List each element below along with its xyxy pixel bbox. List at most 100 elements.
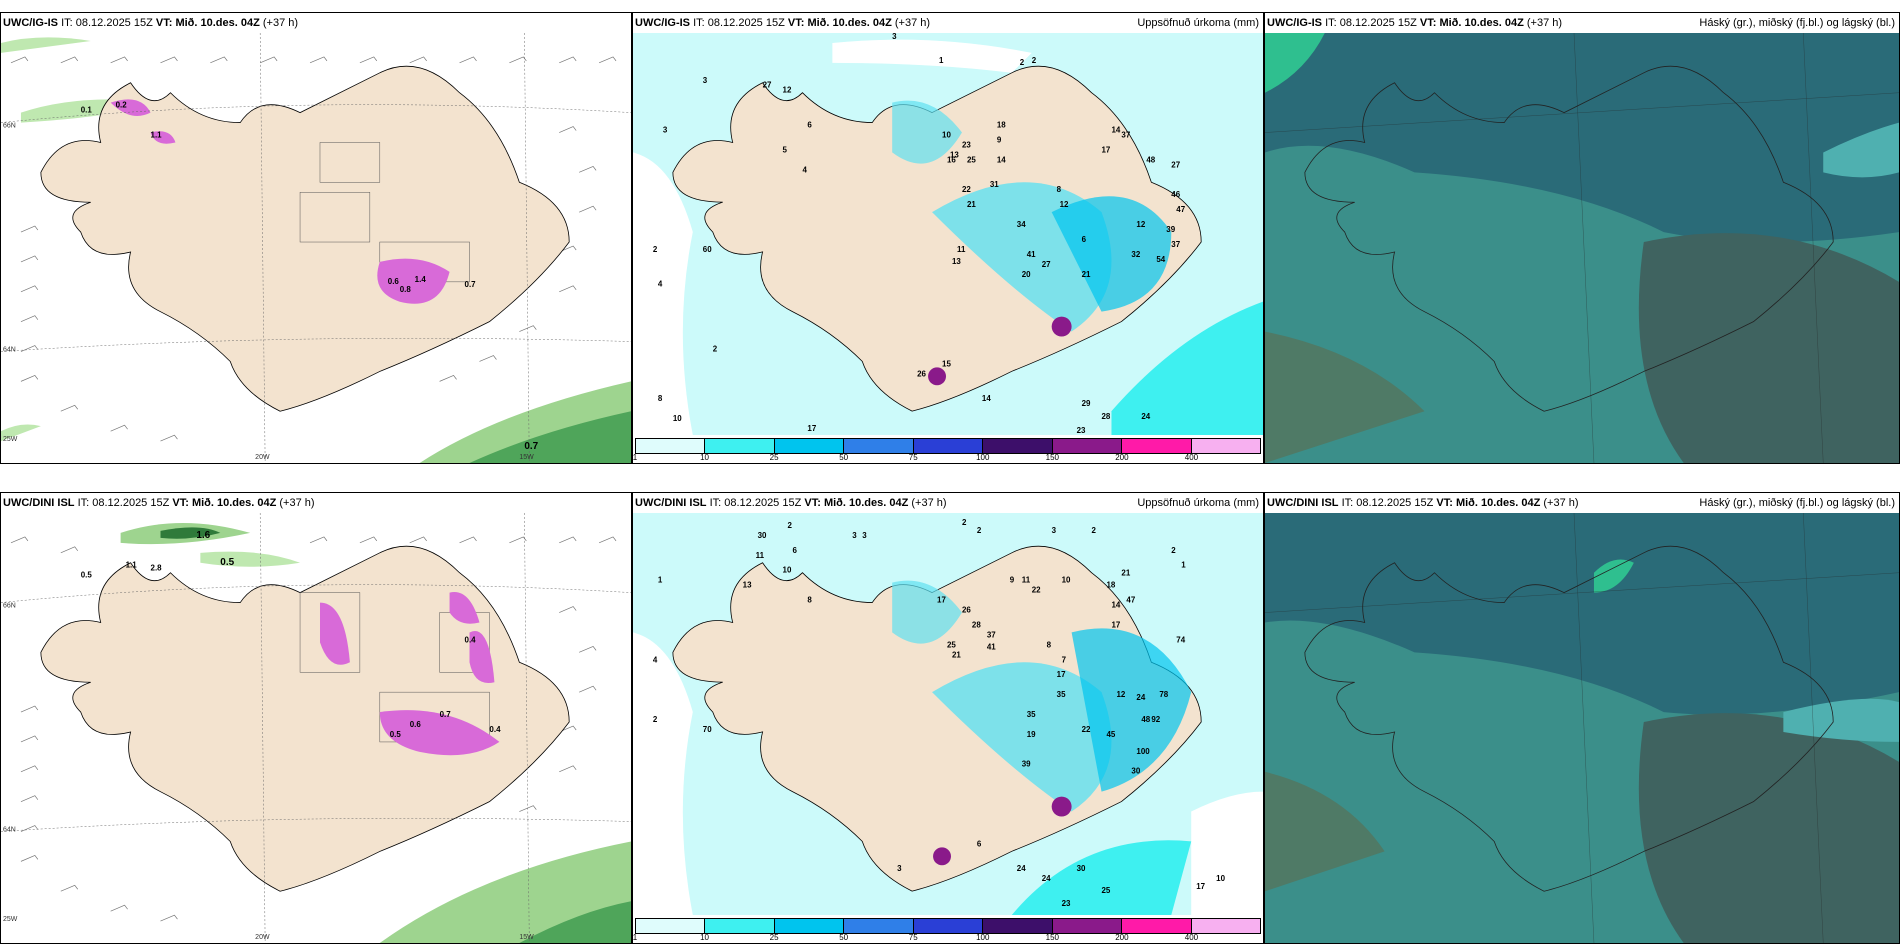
svg-text:23: 23 [1077,426,1086,435]
lat-label: 64N [3,827,16,834]
svg-text:46: 46 [1171,190,1180,199]
vt-label: VT: Mið. 10.des. 04Z [1436,497,1541,509]
lead-time: (+37 h) [894,17,931,29]
precip-labels: 2 3 3 2 2 3 2 2 1 30 10 11 6 8 13 17 26 … [653,518,1226,908]
svg-text:1: 1 [658,576,663,585]
svg-text:26: 26 [917,369,926,378]
svg-text:17: 17 [1102,145,1111,154]
it-value: 08.12.2025 15Z [75,17,153,29]
wind-value: 1.4 [415,275,427,284]
svg-text:3: 3 [663,126,668,135]
svg-text:60: 60 [703,245,712,254]
map-area[interactable] [1265,33,1899,463]
colorbar-ticks: 1 10 25 50 75 100 150 200 400 [633,933,1261,943]
svg-text:9: 9 [1010,576,1015,585]
model-name: UWC/DINI ISL [1267,497,1339,509]
svg-text:13: 13 [950,150,959,159]
wind-value: 0.7 [440,710,452,719]
cloud-map [1265,513,1899,943]
wind-value: 0.1 [81,106,93,115]
it-value: 08.12.2025 15Z [724,497,802,509]
svg-text:10: 10 [673,414,682,423]
panel-wind-bottom: UWC/DINI ISL IT: 08.12.2025 15Z VT: Mið.… [0,492,632,944]
iceland-land [40,65,570,412]
svg-text:14: 14 [1111,601,1120,610]
panel-header: UWC/IG-IS IT: 08.12.2025 15Z VT: Mið. 10… [1265,13,1899,33]
svg-text:92: 92 [1151,715,1160,724]
wind-value: 0.8 [400,285,412,294]
svg-text:8: 8 [658,394,663,403]
it-value: 08.12.2025 15Z [92,497,170,509]
colorbar-swatch [844,919,914,933]
vt-label: VT: Mið. 10.des. 04Z [804,497,909,509]
svg-text:2: 2 [977,526,982,535]
svg-text:11: 11 [1022,576,1031,585]
svg-text:2: 2 [1032,56,1037,65]
svg-text:6: 6 [977,839,982,848]
svg-text:23: 23 [1062,899,1071,908]
lon-label: 20W [255,454,270,461]
model-name: UWC/IG-IS [3,17,58,29]
svg-text:25: 25 [1102,886,1111,895]
map-area[interactable]: 20W 15W 66N 64N 25W 0.7 0.1 1.1 0.2 1.4 … [1,33,631,463]
svg-text:19: 19 [1027,730,1036,739]
map-area[interactable]: 2 3 3 2 2 3 2 2 1 30 10 11 6 8 13 17 26 … [633,513,1263,915]
svg-text:12: 12 [1116,690,1125,699]
colorbar-tick: 200 [1115,453,1129,462]
wind-value: 0.4 [489,725,501,734]
svg-text:70: 70 [703,725,712,734]
svg-text:14: 14 [1111,126,1120,135]
svg-text:2: 2 [653,245,658,254]
panel-precip-bottom: UWC/DINI ISL IT: 08.12.2025 15Z VT: Mið.… [632,492,1264,944]
colorbar-tick: 1 [632,453,638,462]
svg-text:37: 37 [1171,240,1180,249]
wind-value: 0.4 [465,635,477,644]
svg-text:2: 2 [1171,546,1176,555]
svg-text:30: 30 [1077,864,1086,873]
svg-text:10: 10 [942,130,951,139]
map-area[interactable]: 3 1 2 2 10 13 27 12 6 5 4 18 25 16 23 31… [633,33,1263,435]
svg-text:29: 29 [1082,399,1091,408]
wind-barbs [10,56,617,442]
vt-label: VT: Mið. 10.des. 04Z [787,17,892,29]
lead-time: (+37 h) [1543,497,1579,509]
svg-text:5: 5 [783,145,788,154]
svg-text:11: 11 [756,551,765,560]
svg-text:41: 41 [987,642,996,651]
wind-value: 0.6 [388,277,400,286]
svg-text:11: 11 [957,245,966,254]
svg-text:24: 24 [1042,874,1051,883]
svg-text:7: 7 [1062,655,1067,664]
lead-time: (+37 h) [279,497,315,509]
svg-text:37: 37 [1121,130,1130,139]
it-value: 08.12.2025 15Z [1339,17,1417,29]
svg-text:28: 28 [972,620,981,629]
svg-text:30: 30 [758,531,767,540]
svg-text:2: 2 [1092,526,1097,535]
svg-text:15: 15 [942,359,951,368]
map-area[interactable] [1265,513,1899,943]
colorbar-swatch [774,919,845,933]
colorbar-swatches [635,918,1261,934]
it-label: IT: [1325,17,1337,29]
svg-text:47: 47 [1176,205,1185,214]
svg-text:10: 10 [783,566,792,575]
svg-text:10: 10 [1216,874,1225,883]
colorbar-swatch [844,439,914,453]
iceland-outline [1304,545,1834,892]
lat-label: 64N [3,347,16,354]
colorbar-tick: 150 [1045,933,1060,942]
vt-label: VT: Mið. 10.des. 04Z [172,497,277,509]
svg-text:48: 48 [1146,155,1155,164]
svg-text:22: 22 [962,185,971,194]
svg-text:35: 35 [1057,690,1066,699]
svg-text:14: 14 [982,394,991,403]
svg-text:41: 41 [1027,250,1036,259]
precip-map: 2 3 3 2 2 3 2 2 1 30 10 11 6 8 13 17 26 … [633,513,1263,915]
map-area[interactable]: 20W 15W 66N 64N 25W 1.6 0.5 0.5 1.1 2.8 … [1,513,631,943]
colorbar-tick: 25 [769,933,779,942]
svg-text:27: 27 [1042,260,1051,269]
svg-text:18: 18 [997,121,1006,130]
svg-text:17: 17 [1057,670,1066,679]
it-label: IT: [61,17,73,29]
